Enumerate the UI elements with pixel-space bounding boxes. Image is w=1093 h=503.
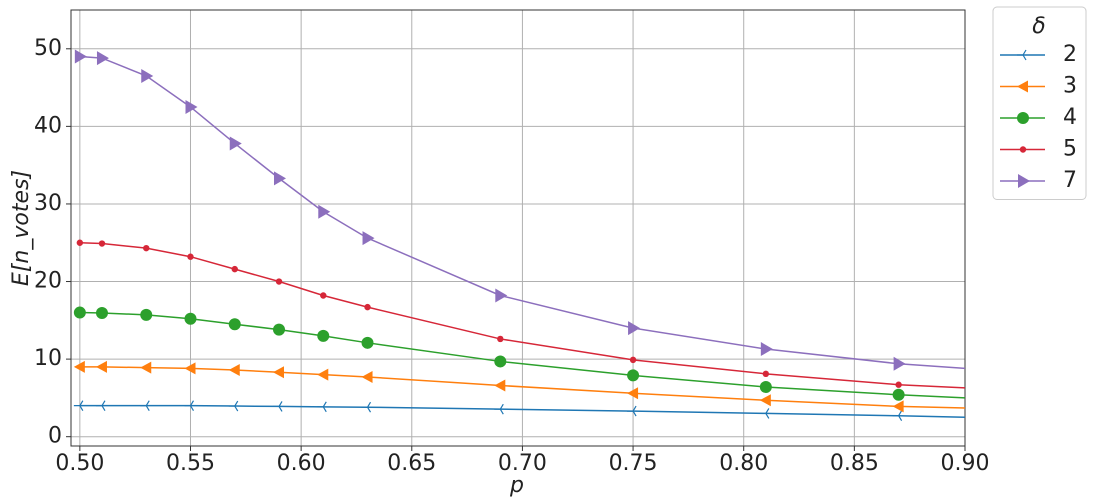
- marker: [317, 329, 330, 342]
- marker: [95, 400, 106, 411]
- marker: [628, 321, 641, 336]
- marker: [627, 405, 637, 417]
- marker: [494, 355, 507, 368]
- marker: [361, 370, 373, 383]
- marker: [759, 381, 772, 394]
- marker: [187, 253, 194, 260]
- legend-label: 3: [1063, 74, 1077, 99]
- marker: [895, 381, 902, 388]
- marker: [95, 360, 107, 373]
- marker: [143, 244, 150, 252]
- marker: [892, 410, 903, 422]
- x-tick-label: 0.75: [609, 451, 658, 476]
- marker: [627, 387, 639, 400]
- marker: [273, 401, 283, 412]
- legend-marker: [1017, 112, 1029, 124]
- marker: [76, 239, 84, 246]
- x-tick-label: 0.80: [719, 451, 768, 476]
- x-tick-label: 0.50: [55, 451, 104, 476]
- marker: [760, 342, 773, 357]
- marker: [497, 335, 504, 343]
- marker: [95, 306, 108, 319]
- x-tick-label: 0.90: [941, 451, 990, 476]
- marker: [893, 356, 906, 371]
- marker: [759, 394, 771, 407]
- marker: [892, 400, 904, 413]
- legend-marker: [1017, 80, 1028, 93]
- marker: [185, 99, 198, 114]
- marker: [892, 388, 905, 401]
- x-tick-label: 0.85: [830, 451, 879, 476]
- marker: [320, 292, 327, 299]
- y-tick-label: 40: [34, 113, 62, 138]
- marker: [494, 379, 506, 392]
- legend: δ2 3 4 5 7: [992, 6, 1087, 200]
- legend-label: 7: [1063, 168, 1077, 193]
- marker: [184, 312, 197, 325]
- y-axis-label: E[n_votes]: [9, 170, 34, 286]
- marker: [494, 403, 504, 415]
- marker: [361, 401, 372, 413]
- y-tick-label: 50: [34, 36, 62, 61]
- marker: [273, 366, 285, 379]
- marker: [73, 400, 84, 411]
- marker: [184, 400, 195, 411]
- marker: [229, 136, 242, 151]
- legend-label: 4: [1063, 105, 1077, 130]
- marker: [74, 49, 87, 64]
- marker: [140, 308, 153, 321]
- marker: [73, 360, 85, 373]
- marker: [627, 369, 640, 382]
- marker: [228, 363, 240, 376]
- marker: [228, 318, 241, 331]
- x-tick-label: 0.70: [498, 451, 547, 476]
- x-tick-label: 0.65: [387, 451, 436, 476]
- marker: [231, 265, 238, 273]
- legend-label: 2: [1063, 42, 1077, 67]
- marker: [184, 362, 196, 375]
- marker: [495, 288, 508, 303]
- marker: [629, 356, 637, 364]
- legend-marker: [1019, 146, 1027, 153]
- marker: [96, 51, 109, 66]
- legend-label: 5: [1063, 137, 1077, 162]
- y-tick-label: 10: [34, 346, 62, 371]
- x-tick-label: 0.60: [277, 451, 326, 476]
- x-tick-label: 0.55: [166, 451, 215, 476]
- marker: [317, 401, 327, 413]
- marker: [141, 68, 154, 83]
- x-axis-label: p: [509, 473, 524, 498]
- marker: [228, 400, 239, 412]
- marker: [140, 400, 150, 411]
- marker: [274, 171, 287, 186]
- legend-title: δ: [1032, 14, 1045, 39]
- marker: [361, 336, 374, 349]
- marker: [73, 306, 86, 319]
- marker: [317, 368, 329, 381]
- y-tick-label: 20: [34, 269, 62, 294]
- marker: [275, 278, 283, 285]
- marker: [762, 370, 770, 378]
- marker: [364, 303, 371, 311]
- y-tick-label: 30: [34, 191, 62, 216]
- legend-marker: [1018, 174, 1030, 188]
- y-tick-label: 0: [48, 424, 62, 449]
- marker: [98, 240, 106, 247]
- legend-marker: [1017, 49, 1027, 61]
- marker: [273, 323, 286, 336]
- plot-frame: [70, 9, 966, 447]
- marker: [362, 231, 375, 246]
- marker: [759, 408, 770, 419]
- marker: [318, 204, 331, 219]
- marker: [140, 361, 152, 374]
